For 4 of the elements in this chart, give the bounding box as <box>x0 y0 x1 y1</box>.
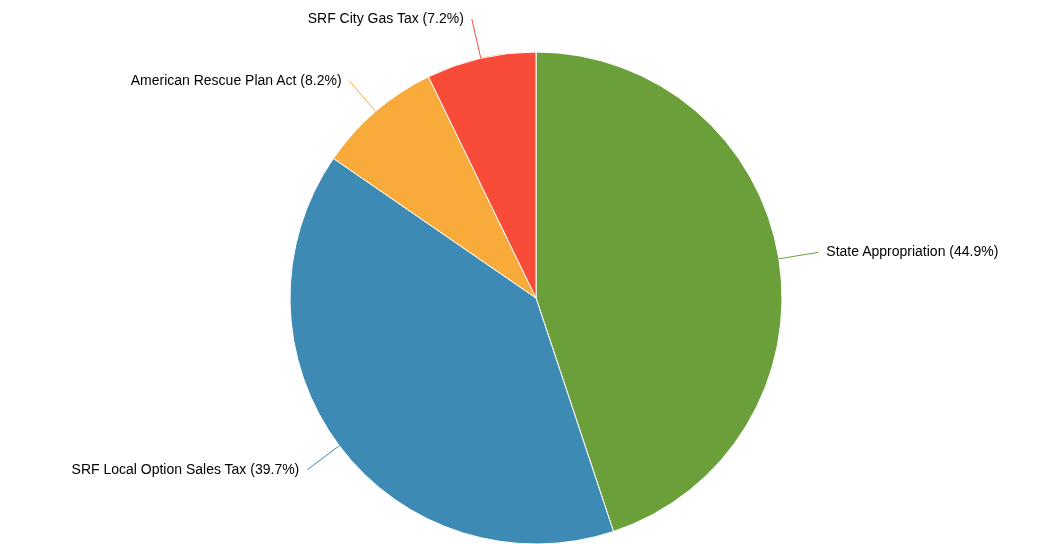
slice-label: SRF City Gas Tax (7.2%) <box>307 10 464 27</box>
slice-label: State Appropriation (44.9%) <box>826 243 999 260</box>
slice-label: SRF Local Option Sales Tax (39.7%) <box>71 460 300 477</box>
slice-label: American Rescue Plan Act (8.2%) <box>130 72 342 89</box>
